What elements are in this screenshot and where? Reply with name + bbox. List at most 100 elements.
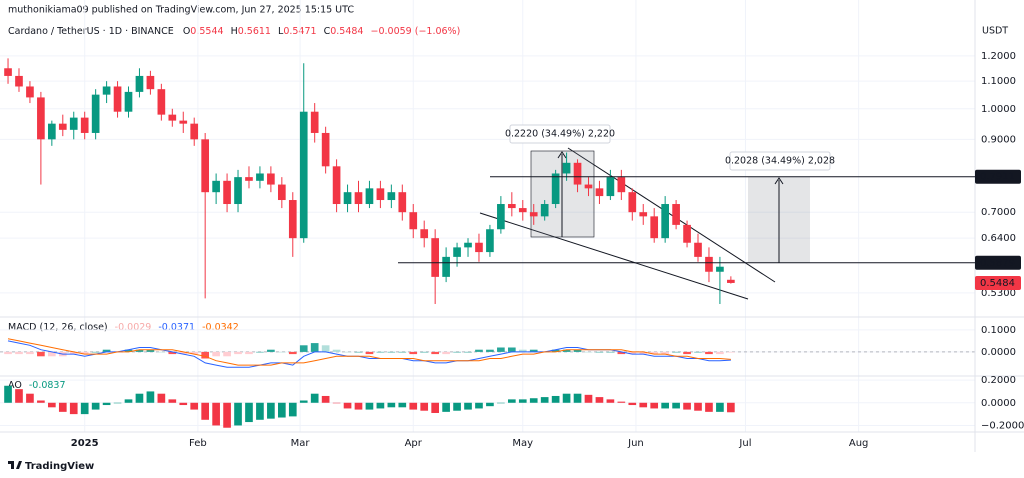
macd-histogram-bar	[617, 351, 626, 355]
ao-bar	[37, 400, 45, 403]
candle-body	[256, 173, 264, 181]
ao-bar	[409, 402, 418, 410]
ao-bar	[212, 402, 220, 426]
candle-body	[387, 192, 396, 201]
macd-histogram-bar	[245, 351, 253, 355]
y-tick-label: 1.0000	[981, 104, 1016, 115]
macd-histogram-bar	[310, 343, 319, 352]
candle-body	[606, 177, 615, 197]
x-tick-label: May	[512, 438, 533, 449]
candle-body	[727, 279, 735, 283]
ohlc-value: 0.5544	[190, 26, 223, 37]
macd-histogram-bar	[26, 351, 34, 355]
macd-histogram-bar	[267, 349, 275, 352]
candle-body	[58, 123, 67, 130]
candle-body	[37, 97, 45, 140]
ohlc-value: 0.5484	[330, 26, 363, 37]
macd-histogram-bar	[190, 351, 199, 355]
macd-histogram-bar	[562, 349, 571, 352]
ao-bar	[135, 393, 144, 403]
candle-body	[48, 123, 56, 140]
candle-body	[113, 86, 122, 112]
ao-bar	[486, 402, 494, 407]
macd-histogram-bar	[497, 347, 505, 352]
ao-bar	[201, 402, 210, 420]
candle-body	[453, 247, 461, 257]
macd-histogram-bar	[442, 351, 450, 355]
level-label: 0.7911	[980, 172, 1015, 183]
ao-bar	[639, 402, 648, 408]
ao-bar	[179, 402, 188, 406]
candle-body	[365, 188, 374, 205]
x-tick-label: Mar	[291, 438, 311, 449]
macd-title: MACD (12, 26, close)	[8, 322, 108, 333]
level-label: 0.5879	[980, 258, 1015, 269]
candle-body	[277, 184, 286, 201]
candle-body	[310, 111, 319, 133]
macd-histogram-bar	[201, 351, 210, 359]
ao-bar	[442, 402, 450, 412]
candle-body	[102, 86, 111, 95]
ao-bar	[234, 402, 242, 426]
ao-bar	[562, 393, 571, 403]
candle-body	[431, 238, 439, 277]
macd-histogram-bar	[650, 351, 659, 355]
ao-bar	[157, 393, 166, 403]
candle-body	[475, 242, 483, 253]
macd-histogram-bar	[91, 351, 100, 353]
candle-body	[595, 188, 604, 197]
y-tick-label: 0.7000	[981, 207, 1016, 218]
ao-bar	[190, 402, 199, 410]
macd-histogram-bar	[573, 349, 582, 352]
ohlc-label: H	[231, 26, 238, 37]
macd-line-value: -0.0371	[158, 322, 195, 333]
macd-histogram-bar	[398, 351, 407, 353]
ao-bar	[705, 402, 713, 412]
candle-body	[234, 177, 242, 205]
macd-histogram-bar	[69, 351, 78, 355]
candle-body	[639, 212, 648, 217]
x-tick-label: Jul	[738, 438, 751, 449]
macd-histogram-bar	[475, 349, 483, 352]
y-tick-label: −0.2000	[981, 420, 1024, 431]
macd-histogram-bar	[727, 351, 735, 353]
macd-histogram-bar	[343, 351, 352, 353]
candle-body	[486, 229, 494, 253]
macd-histogram-bar	[464, 351, 472, 353]
macd-histogram-bar	[507, 347, 516, 352]
ao-bar	[223, 402, 231, 428]
ao-bar	[321, 395, 330, 403]
ohlc-label: L	[278, 26, 284, 37]
macd-histogram-bar	[354, 351, 363, 353]
x-tick-label: Aug	[849, 438, 869, 449]
last-price-label: 0.5484	[980, 278, 1015, 289]
macd-histogram-bar	[486, 349, 494, 352]
ao-bar	[694, 402, 702, 411]
ao-bar	[420, 402, 429, 411]
candle-body	[584, 184, 593, 189]
ao-bar	[365, 402, 374, 410]
candle-body	[628, 192, 637, 213]
candle-body	[212, 180, 220, 193]
logo-icon	[8, 461, 22, 469]
macd-histogram-bar	[672, 351, 680, 353]
measure-label: 0.2028 (34.49%) 2,028	[725, 156, 835, 167]
macd-histogram-bar	[716, 351, 724, 355]
ao-bar	[256, 402, 264, 420]
macd-histogram-bar	[661, 351, 669, 355]
macd-histogram-bar	[420, 351, 429, 353]
ao-bar	[606, 399, 615, 403]
ao-bar	[573, 393, 582, 403]
ao-bar	[69, 402, 78, 415]
macd-histogram-bar	[288, 351, 297, 355]
ao-bar	[113, 402, 122, 404]
ao-bar	[398, 402, 407, 408]
macd-histogram-bar	[4, 351, 12, 355]
macd-histogram-bar	[168, 351, 177, 355]
macd-legend: MACD (12, 26, close) -0.0029 -0.0371 -0.…	[8, 322, 239, 333]
ao-bar	[683, 402, 691, 410]
ao-bar	[146, 391, 155, 403]
candle-body	[245, 177, 253, 181]
macd-histogram-bar	[48, 351, 56, 357]
